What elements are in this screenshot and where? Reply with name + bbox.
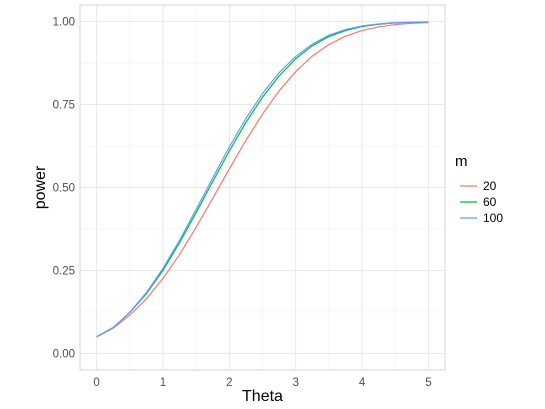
y-tick-label: 0.75: [53, 100, 75, 112]
legend-label-100: 100: [483, 211, 503, 225]
x-axis-title: Theta: [242, 388, 283, 405]
legend: m 20 60 100: [455, 153, 503, 225]
y-tick-label: 0.00: [53, 348, 75, 360]
x-tick-label: 2: [226, 377, 232, 389]
plot-panel-border: [79, 4, 446, 371]
series-line-20: [96, 21, 429, 338]
legend-title: m: [455, 153, 468, 170]
y-axis-title: power: [32, 165, 49, 209]
x-tick-label: 1: [160, 377, 166, 389]
x-tick-label: 0: [93, 377, 99, 389]
series-line-100: [96, 21, 429, 338]
x-axis-tick-labels: 0 1 2 3 4 5: [93, 377, 431, 389]
legend-label-60: 60: [483, 195, 497, 209]
x-tick-label: 4: [359, 377, 366, 389]
series-lines: [96, 21, 429, 338]
y-tick-label: 1.00: [53, 17, 75, 29]
legend-label-20: 20: [483, 179, 497, 193]
x-tick-label: 3: [292, 377, 298, 389]
major-gridlines: [80, 5, 445, 370]
x-tick-label: 5: [425, 377, 431, 389]
y-axis-tick-labels: 0.00 0.25 0.50 0.75 1.00: [53, 17, 75, 361]
y-tick-label: 0.25: [53, 265, 75, 277]
y-tick-label: 0.50: [53, 183, 75, 195]
